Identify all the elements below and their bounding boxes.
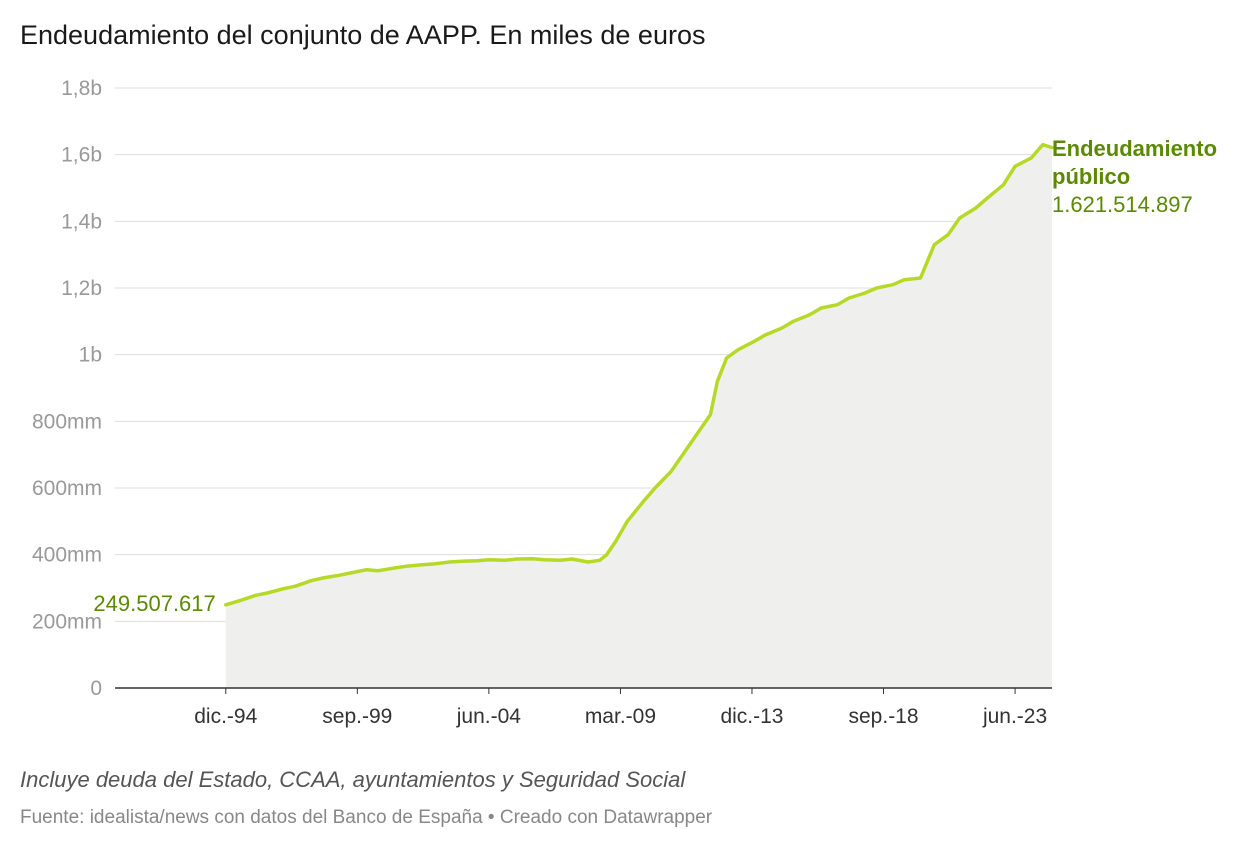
chart-notes: Incluye deuda del Estado, CCAA, ayuntami… — [20, 767, 686, 792]
y-tick-label: 0 — [90, 677, 102, 700]
x-axis-ticks: dic.-94 sep.-99 jun.-04 mar.-09 dic.-13 sep.-… — [194, 688, 1047, 728]
y-tick-label: 1,2b — [61, 277, 102, 300]
chart-source: Fuente: idealista/news con datos del Ban… — [20, 807, 713, 828]
y-tick-label: 1,4b — [61, 210, 102, 233]
x-tick-label: sep.-99 — [322, 705, 392, 728]
series-line-endeudamiento — [224, 142, 1054, 607]
y-tick-label: 600mm — [32, 477, 102, 500]
annotation-start-value: 249.507.617 — [93, 591, 215, 616]
y-tick-label: 1b — [79, 344, 102, 367]
x-tick-label: jun.-23 — [982, 705, 1047, 728]
area-fill — [225, 144, 1053, 688]
y-tick-label: 400mm — [32, 544, 102, 567]
x-tick-label: jun.-04 — [456, 705, 522, 728]
y-tick-label: 1,8b — [61, 77, 102, 100]
chart-area: 0200mm400mm600mm800mm1b1,2b1,4b1,6b1,8b … — [32, 77, 1217, 728]
annotation-series-label-line2: público — [1052, 164, 1130, 189]
annotation-end-value: 1.621.514.897 — [1052, 192, 1193, 217]
y-tick-label: 800mm — [32, 410, 102, 433]
y-tick-label: 1,6b — [61, 144, 102, 167]
x-tick-label: mar.-09 — [585, 705, 656, 728]
y-tick-label: 200mm — [32, 610, 102, 633]
x-tick-label: dic.-13 — [720, 705, 783, 728]
annotation-series-label-line1: Endeudamiento — [1052, 136, 1217, 161]
chart-title: Endeudamiento del conjunto de AAPP. En m… — [20, 20, 706, 50]
x-tick-label: dic.-94 — [194, 705, 257, 728]
x-tick-label: sep.-18 — [849, 705, 919, 728]
y-axis-ticks: 0 200mm 400mm 600mm 800mm 1b 1,2b 1,4b 1,6b 1,8b — [32, 77, 102, 700]
